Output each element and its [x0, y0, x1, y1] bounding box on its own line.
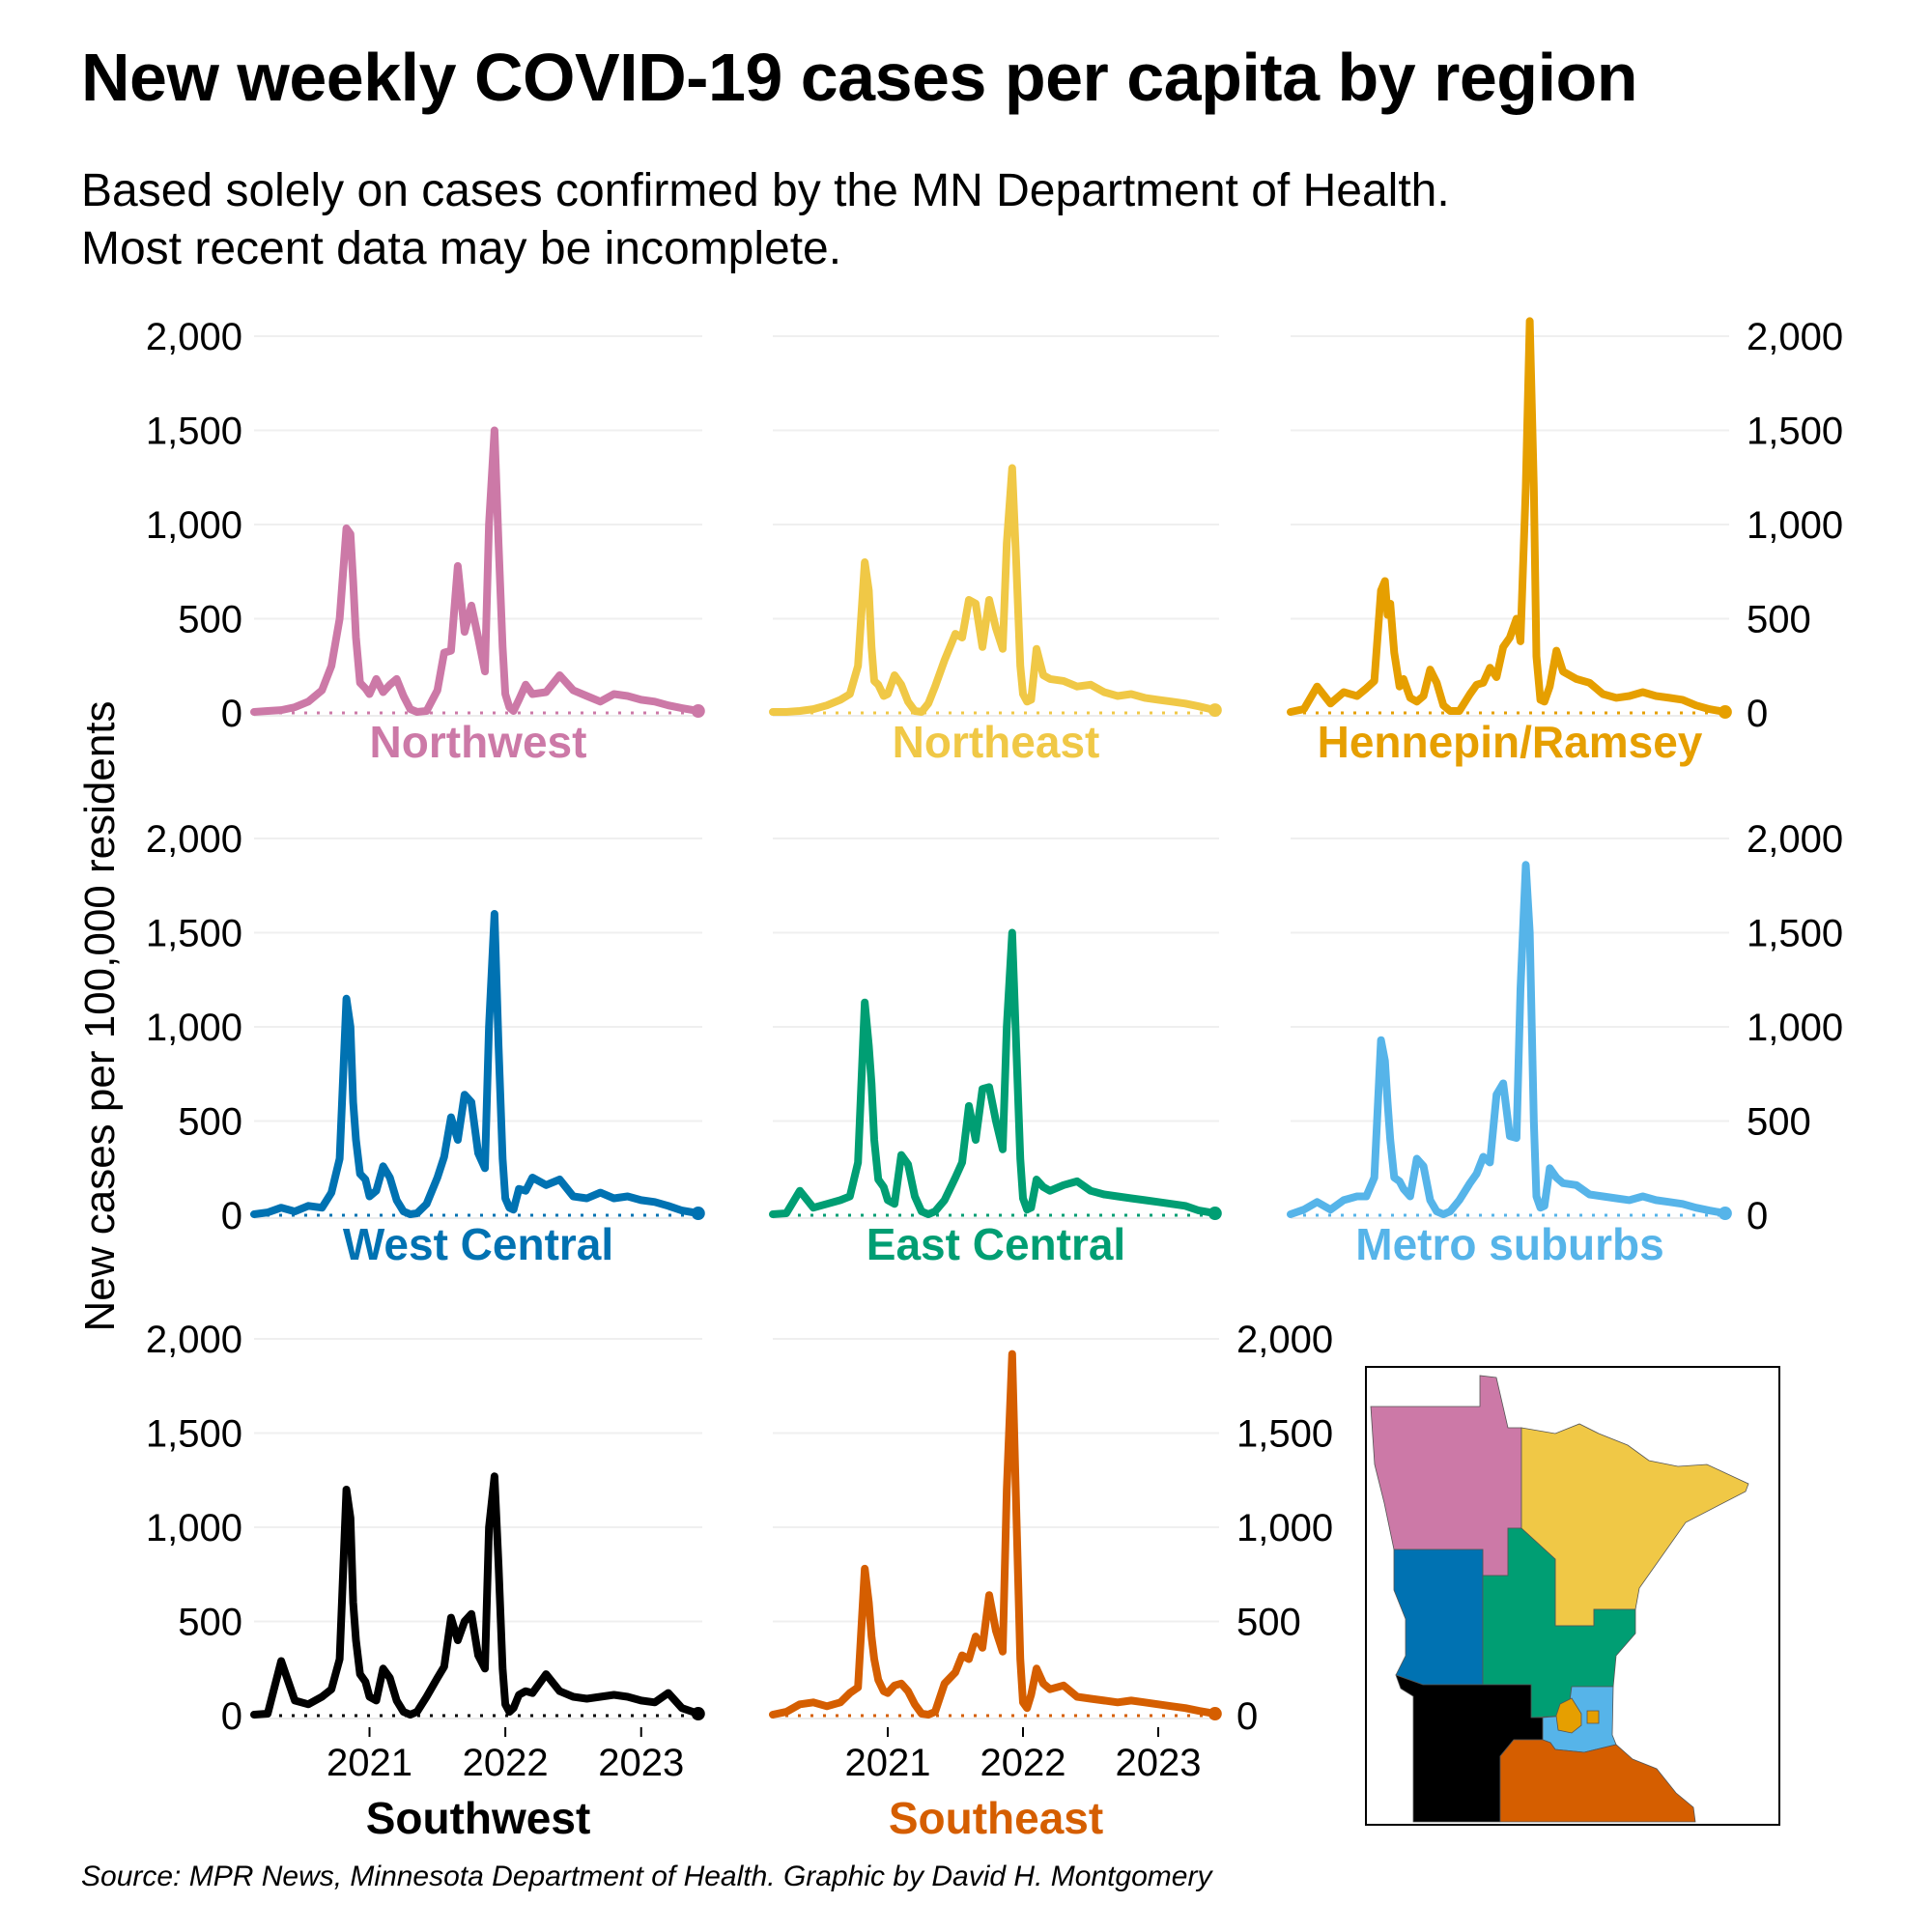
y-tick-label: 2,000: [1747, 316, 1843, 358]
series-line-southwest: [250, 1472, 702, 1719]
y-tick-label: 500: [178, 1602, 242, 1644]
y-tick-label: 1,000: [1747, 1007, 1843, 1049]
y-tick-label: 500: [1747, 1101, 1811, 1144]
subtitle-line-2: Most recent data may be incomplete.: [81, 223, 842, 274]
y-tick-label: 2,000: [146, 316, 242, 358]
facet-label: Northwest: [370, 717, 587, 767]
y-tick-label: 0: [1236, 1695, 1258, 1738]
y-tick-label: 0: [221, 1695, 242, 1738]
y-tick-label: 0: [1747, 693, 1768, 735]
chart-title: New weekly COVID-19 cases per capita by …: [81, 40, 1638, 115]
series-end-point: [1208, 1207, 1222, 1221]
y-tick-label: 2,000: [1236, 1319, 1333, 1361]
map-region-southeast: [1499, 1739, 1696, 1823]
y-tick-label: 1,000: [146, 1007, 242, 1049]
facet-label: Hennepin/Ramsey: [1318, 717, 1703, 767]
chart-subtitle: Based solely on cases confirmed by the M…: [81, 162, 1450, 278]
source-note: Source: MPR News, Minnesota Department o…: [81, 1861, 1212, 1892]
y-tick-label: 1,000: [146, 504, 242, 547]
y-tick-label: 1,000: [1747, 504, 1843, 547]
y-tick-label: 0: [221, 693, 242, 735]
x-tick-label: 2023: [598, 1742, 684, 1784]
series-end-point: [691, 1707, 705, 1721]
series-line-hennepin-ramsey: [1287, 317, 1729, 716]
x-tick-label: 2022: [980, 1742, 1066, 1784]
series-end-point: [1208, 703, 1222, 718]
x-tick-label: 2021: [327, 1742, 412, 1784]
series-end-point: [1718, 705, 1732, 720]
series-line-west-central: [250, 910, 702, 1218]
facet-label: Southeast: [889, 1793, 1103, 1843]
facet-label: Metro suburbs: [1355, 1219, 1663, 1269]
y-tick-label: 1,000: [146, 1507, 242, 1549]
y-tick-label: 1,000: [1236, 1507, 1333, 1549]
facet-label: West Central: [343, 1219, 613, 1269]
y-tick-label: 1,500: [146, 1413, 242, 1456]
series-line-metro-suburbs: [1287, 861, 1729, 1218]
y-tick-label: 0: [1747, 1195, 1768, 1237]
map-region-hennepin-ramsey: [1555, 1697, 1600, 1734]
series-end-point: [691, 1207, 705, 1221]
facet-label: Northeast: [893, 717, 1100, 767]
series-end-point: [691, 704, 705, 719]
series-end-point: [1208, 1707, 1222, 1721]
y-tick-label: 2,000: [1747, 818, 1843, 861]
y-tick-label: 500: [1236, 1602, 1301, 1644]
y-tick-label: 1,500: [146, 913, 242, 955]
series-line-east-central: [769, 928, 1219, 1218]
region-inset-map: [1365, 1366, 1780, 1826]
y-tick-label: 2,000: [146, 818, 242, 861]
y-tick-label: 500: [178, 1101, 242, 1144]
y-tick-label: 2,000: [146, 1319, 242, 1361]
facet-label: East Central: [867, 1219, 1125, 1269]
y-tick-label: 0: [221, 1195, 242, 1237]
x-tick-label: 2021: [845, 1742, 931, 1784]
series-end-point: [1718, 1207, 1732, 1221]
series-line-northeast: [769, 464, 1219, 716]
y-tick-label: 500: [1747, 599, 1811, 641]
minnesota-map: [1370, 1375, 1749, 1823]
map-region-northwest: [1370, 1375, 1522, 1577]
y-tick-label: 1,500: [1747, 913, 1843, 955]
series-line-northwest: [250, 426, 702, 716]
x-tick-label: 2022: [463, 1742, 549, 1784]
y-axis-label: New cases per 100,000 residents: [76, 700, 124, 1331]
x-tick-label: 2023: [1116, 1742, 1202, 1784]
facet-label: Southwest: [366, 1793, 591, 1843]
subtitle-line-1: Based solely on cases confirmed by the M…: [81, 165, 1450, 216]
series-line-southeast: [769, 1350, 1219, 1719]
y-tick-label: 1,500: [146, 411, 242, 453]
y-tick-label: 1,500: [1747, 411, 1843, 453]
map-region-west-central: [1393, 1548, 1484, 1686]
y-tick-label: 500: [178, 599, 242, 641]
y-tick-label: 1,500: [1236, 1413, 1333, 1456]
